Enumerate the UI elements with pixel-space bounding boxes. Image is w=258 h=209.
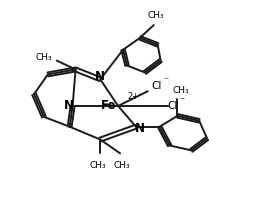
Text: CH₃: CH₃ bbox=[36, 53, 52, 62]
Text: CH₃: CH₃ bbox=[147, 11, 164, 20]
Text: Cl: Cl bbox=[168, 101, 178, 111]
Text: 2+: 2+ bbox=[127, 92, 139, 101]
Text: CH₃: CH₃ bbox=[89, 161, 106, 170]
Text: Fe: Fe bbox=[101, 99, 116, 112]
Text: Cl: Cl bbox=[152, 81, 162, 91]
Text: CH₃: CH₃ bbox=[172, 86, 189, 95]
Text: ⁻: ⁻ bbox=[164, 76, 169, 86]
Text: N: N bbox=[95, 70, 105, 83]
Text: CH₃: CH₃ bbox=[114, 161, 130, 170]
Text: N: N bbox=[135, 122, 145, 135]
Text: ⁻: ⁻ bbox=[180, 96, 184, 106]
Text: N: N bbox=[64, 99, 74, 112]
